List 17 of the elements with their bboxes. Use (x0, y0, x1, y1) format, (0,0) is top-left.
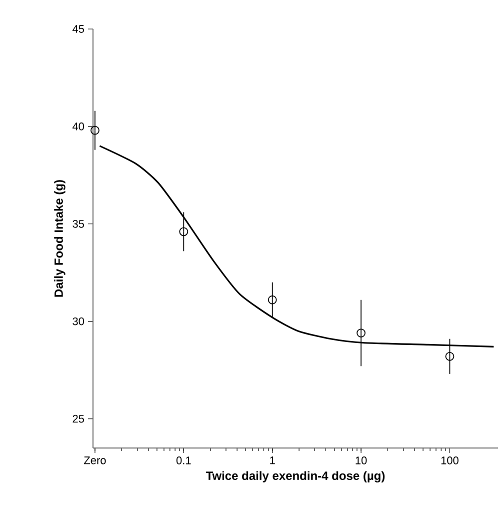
point (179, 227, 188, 236)
y-tick-label: 35 (72, 220, 84, 228)
x-tick-label: 100 (441, 456, 458, 464)
x-tick-label: 10 (356, 456, 367, 464)
x-tick-label: 0.1 (176, 456, 191, 464)
x-tick-label: 1 (270, 456, 275, 464)
x-tick-label: Zero (84, 456, 106, 464)
y-tick-label: 45 (72, 25, 84, 33)
point (445, 352, 454, 361)
point (268, 295, 277, 304)
y-tick-label: 40 (72, 122, 84, 130)
x-axis-title: Twice daily exendin-4 dose (µg) (206, 471, 385, 482)
y-tick-label: 30 (72, 317, 84, 326)
y-tick-label: 25 (72, 414, 84, 423)
y-axis-title: Daily Food Intake (g) (54, 180, 66, 297)
point (356, 328, 366, 338)
point (90, 126, 100, 135)
